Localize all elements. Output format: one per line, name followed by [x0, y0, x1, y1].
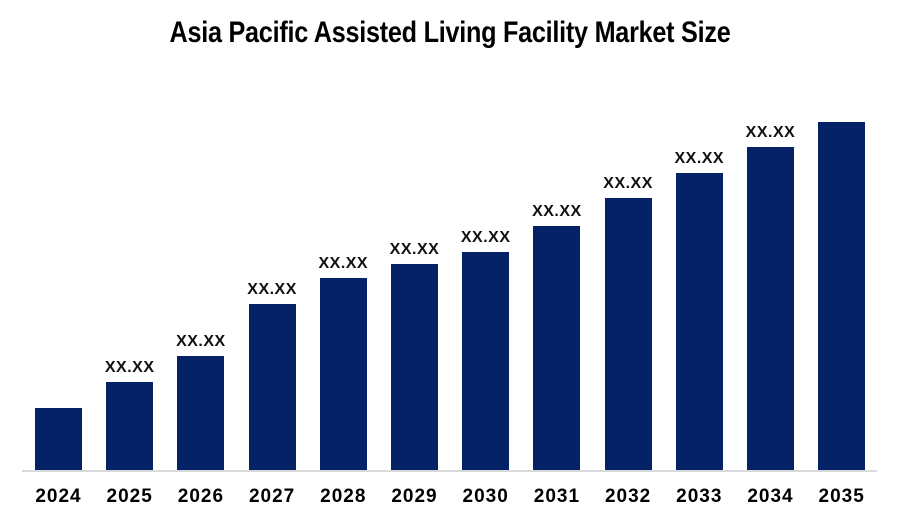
- bar-value-label-2032: XX.XX: [603, 175, 653, 192]
- bar-2031: [533, 226, 581, 470]
- bar-2025: [106, 382, 154, 470]
- bar-value-label-2025: XX.XX: [104, 359, 155, 376]
- x-tick-label-2032: 2032: [604, 486, 652, 507]
- x-axis-line: [22, 470, 877, 472]
- x-tick-label-2029: 2029: [391, 486, 438, 507]
- x-tick-label-2025: 2025: [106, 486, 153, 507]
- bar-2035: [818, 122, 866, 470]
- bar-value-label-2030: XX.XX: [460, 229, 511, 246]
- chart-title: Asia Pacific Assisted Living Facility Ma…: [169, 16, 731, 49]
- bar-2028: [319, 278, 367, 470]
- bar-value-label-2031: XX.XX: [532, 203, 582, 220]
- x-tick-label-2034: 2034: [747, 486, 794, 507]
- x-tick-label-2035: 2035: [818, 486, 865, 507]
- bar-value-label-2028: XX.XX: [318, 255, 369, 272]
- x-tick-label-2026: 2026: [177, 486, 225, 507]
- bar-2034: [747, 147, 794, 470]
- bar-value-label-2029: XX.XX: [389, 241, 440, 258]
- x-tick-label-2030: 2030: [462, 486, 509, 507]
- bar-value-label-2027: XX.XX: [247, 281, 297, 298]
- x-tick-label-2027: 2027: [248, 486, 296, 507]
- bar-2026: [177, 356, 225, 470]
- x-tick-label-2033: 2033: [676, 486, 723, 507]
- bar-2029: [391, 264, 438, 470]
- bar-2030: [462, 252, 510, 470]
- bar-2032: [604, 198, 652, 470]
- bar-2024: [35, 408, 82, 470]
- plot-area: XX.XX XX.XX XX.XX XX.XX XX.XX XX.XX XX.XX XX.XX…: [22, 0, 877, 472]
- x-tick-label-2028: 2028: [320, 486, 367, 507]
- bar-value-label-2033: XX.XX: [674, 150, 725, 167]
- x-tick-label-2024: 2024: [35, 486, 82, 507]
- x-tick-label-2031: 2031: [533, 486, 581, 507]
- bar-value-label-2034: XX.XX: [745, 124, 796, 141]
- bar-2027: [248, 304, 296, 470]
- bar-value-label-2026: XX.XX: [176, 333, 226, 350]
- bar-2033: [675, 173, 723, 470]
